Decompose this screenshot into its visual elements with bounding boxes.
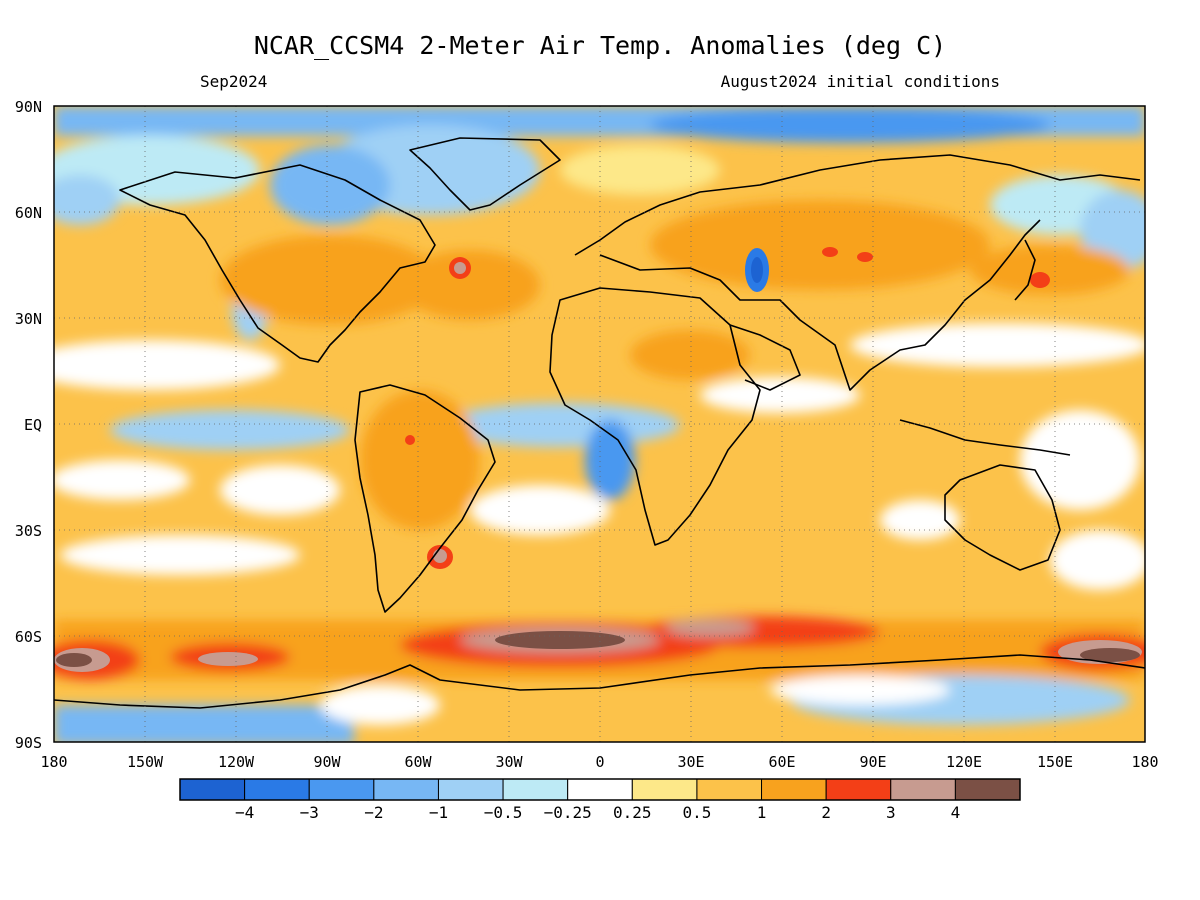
lat-label: 60S [15, 628, 42, 646]
anomaly-field [54, 106, 1145, 742]
lon-label: 150E [1037, 753, 1073, 771]
initial-conditions-label: August2024 initial conditions [721, 72, 1000, 91]
colorbar-swatch [567, 778, 633, 801]
forecast-month-label: Sep2024 [200, 72, 267, 91]
anomaly-hotspots [54, 247, 1142, 672]
lat-label: 90S [15, 734, 42, 752]
colorbar-label: −0.5 [484, 803, 523, 822]
colorbar-swatch [825, 778, 892, 801]
colorbar-swatch [244, 778, 310, 801]
lat-label: 90N [15, 98, 42, 116]
lat-label: EQ [24, 416, 42, 434]
colorbar-label: 1 [757, 803, 767, 822]
colorbar-swatch [308, 778, 375, 801]
colorbar-label: 0.25 [613, 803, 652, 822]
lon-label: 180 [40, 753, 67, 771]
colorbar-swatch [179, 778, 246, 801]
colorbar-swatch [502, 778, 569, 801]
colorbar-label: 4 [951, 803, 961, 822]
colorbar-label: −0.25 [544, 803, 592, 822]
lon-label: 180 [1131, 753, 1158, 771]
colorbar-frame [179, 778, 1021, 801]
lat-label: 60N [15, 204, 42, 222]
lon-label: 150W [127, 753, 164, 771]
map-frame [53, 105, 1146, 743]
colorbar: −4 −3 −2 −1 −0.5 −0.25 0.25 0.5 1 2 3 4 [179, 778, 1021, 822]
coastlines [54, 137, 1145, 709]
latitude-axis: 90N 60N 30N EQ 30S 60S 90S [15, 98, 42, 752]
colorbar-swatch [437, 778, 504, 801]
colorbar-swatch [761, 778, 827, 801]
lon-label: 90W [313, 753, 341, 771]
colorbar-label: −2 [364, 803, 383, 822]
colorbar-swatch [696, 778, 763, 801]
map-gridlines [54, 106, 1145, 742]
colorbar-swatch [373, 778, 439, 801]
lat-label: 30S [15, 522, 42, 540]
colorbar-label: −4 [235, 803, 254, 822]
lon-label: 90E [859, 753, 886, 771]
colorbar-label: 0.5 [682, 803, 711, 822]
colorbar-label: −1 [429, 803, 448, 822]
colorbar-label: −3 [300, 803, 319, 822]
colorbar-label: 3 [886, 803, 896, 822]
lon-label: 60W [404, 753, 432, 771]
lon-label: 120E [946, 753, 982, 771]
colorbar-swatches [179, 778, 1021, 801]
lat-label: 30N [15, 310, 42, 328]
lon-label: 30W [495, 753, 523, 771]
colorbar-label: 2 [821, 803, 831, 822]
colorbar-labels: −4 −3 −2 −1 −0.5 −0.25 0.25 0.5 1 2 3 4 [235, 803, 960, 822]
colorbar-swatch [954, 778, 1021, 801]
lon-label: 30E [677, 753, 704, 771]
map-title: NCAR_CCSM4 2-Meter Air Temp. Anomalies (… [254, 31, 946, 60]
lon-label: 0 [595, 753, 604, 771]
anomaly-map [54, 106, 1145, 742]
colorbar-swatch [631, 778, 698, 801]
lon-label: 120W [218, 753, 255, 771]
longitude-axis: 180 150W 120W 90W 60W 30W 0 30E 60E 90E … [40, 753, 1158, 771]
colorbar-swatch [890, 778, 956, 801]
lon-label: 60E [768, 753, 795, 771]
